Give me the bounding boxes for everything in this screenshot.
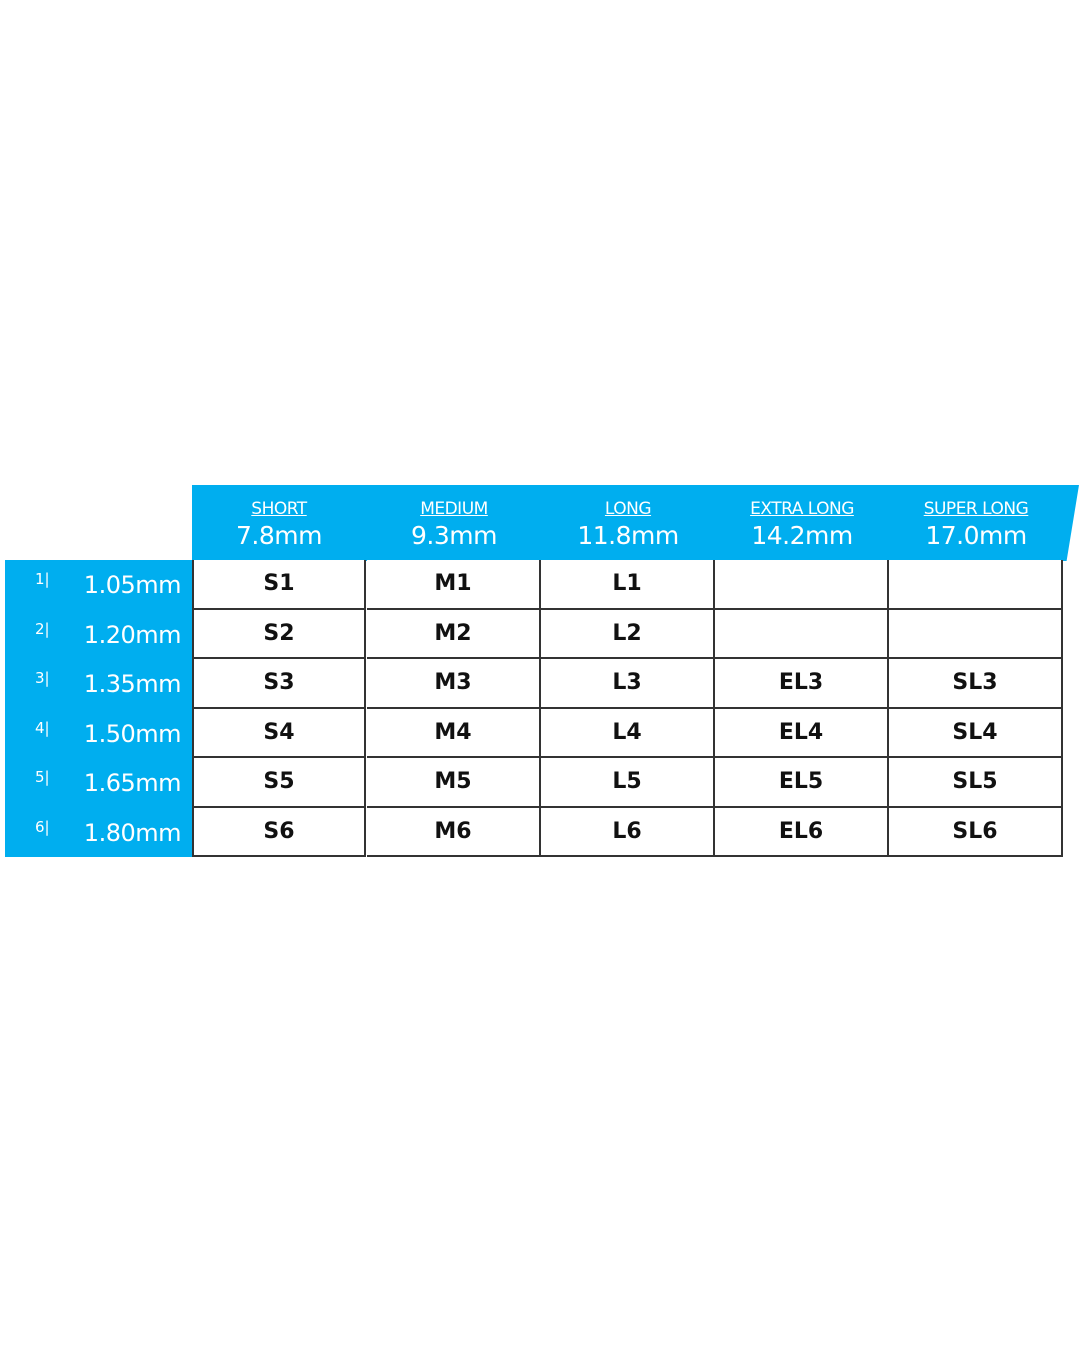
row-thickness: 1.65mm [83, 769, 182, 797]
row-label: 1| 1.05mm [5, 560, 193, 610]
row-number: 5| [35, 768, 50, 786]
row-number: 1| [35, 570, 50, 588]
header-background [192, 485, 1079, 561]
table-cell: SL4 [889, 708, 1063, 758]
row-label: 6| 1.80mm [5, 808, 193, 858]
column-name: LONG [604, 499, 652, 519]
column-name: MEDIUM [420, 499, 488, 519]
row-thickness: 1.50mm [83, 719, 182, 748]
table-cell: L1 [541, 560, 715, 610]
column-header: EXTRA LONG 14.2mm [715, 485, 889, 561]
table-cell: S1 [192, 560, 366, 610]
table-cell: M2 [367, 609, 541, 659]
table-cell: M4 [367, 708, 541, 758]
row-thickness: 1.05mm [83, 571, 182, 599]
row-thickness: 1.20mm [83, 620, 182, 649]
row-number: 2| [35, 619, 50, 638]
table-cell: EL5 [715, 758, 889, 808]
table-cell: S5 [192, 758, 366, 808]
table-cell: M5 [367, 758, 541, 808]
table-cell: S6 [192, 807, 366, 857]
row-label: 2| 1.20mm [5, 610, 193, 660]
column-length: 11.8mm [577, 521, 679, 550]
table-cell: M3 [367, 659, 541, 709]
table-cell: EL3 [715, 659, 889, 709]
row-label-background [5, 560, 193, 857]
row-label: 3| 1.35mm [5, 659, 193, 709]
column-header: LONG 11.8mm [541, 485, 715, 561]
row-thickness: 1.35mm [83, 670, 182, 698]
table-cell [889, 609, 1063, 659]
table-cell: SL3 [889, 659, 1063, 709]
table-cell: L6 [541, 807, 715, 857]
column-length: 7.8mm [236, 521, 322, 550]
column-length: 14.2mm [751, 521, 853, 550]
table-cell [889, 560, 1063, 610]
row-number: 6| [35, 817, 50, 836]
row-number: 4| [35, 718, 50, 737]
column-length: 17.0mm [925, 521, 1027, 550]
table-cell: SL5 [889, 758, 1063, 808]
column-header: SHORT 7.8mm [192, 485, 366, 561]
table-cell: M6 [367, 807, 541, 857]
table-cell: S3 [192, 659, 366, 709]
table-cell [715, 560, 889, 610]
table-cell: S4 [192, 708, 366, 758]
table-cell: L2 [541, 609, 715, 659]
column-length: 9.3mm [411, 521, 497, 550]
table-cell [715, 609, 889, 659]
row-label: 5| 1.65mm [5, 758, 193, 808]
column-name: SHORT [251, 499, 307, 519]
table-cell: L3 [541, 659, 715, 709]
row-thickness: 1.80mm [83, 818, 182, 847]
table-cell: L4 [541, 708, 715, 758]
table-cell: EL4 [715, 708, 889, 758]
table-cell: S2 [192, 609, 366, 659]
row-number: 3| [35, 669, 50, 687]
table-cell: EL6 [715, 807, 889, 857]
table-cell: SL6 [889, 807, 1063, 857]
table-cell: L5 [541, 758, 715, 808]
column-name: SUPER LONG [923, 499, 1029, 519]
column-header: MEDIUM 9.3mm [367, 485, 541, 561]
table-cell: M1 [367, 560, 541, 610]
column-name: EXTRA LONG [750, 499, 854, 519]
row-label: 4| 1.50mm [5, 709, 193, 759]
column-header: SUPER LONG 17.0mm [889, 485, 1063, 561]
